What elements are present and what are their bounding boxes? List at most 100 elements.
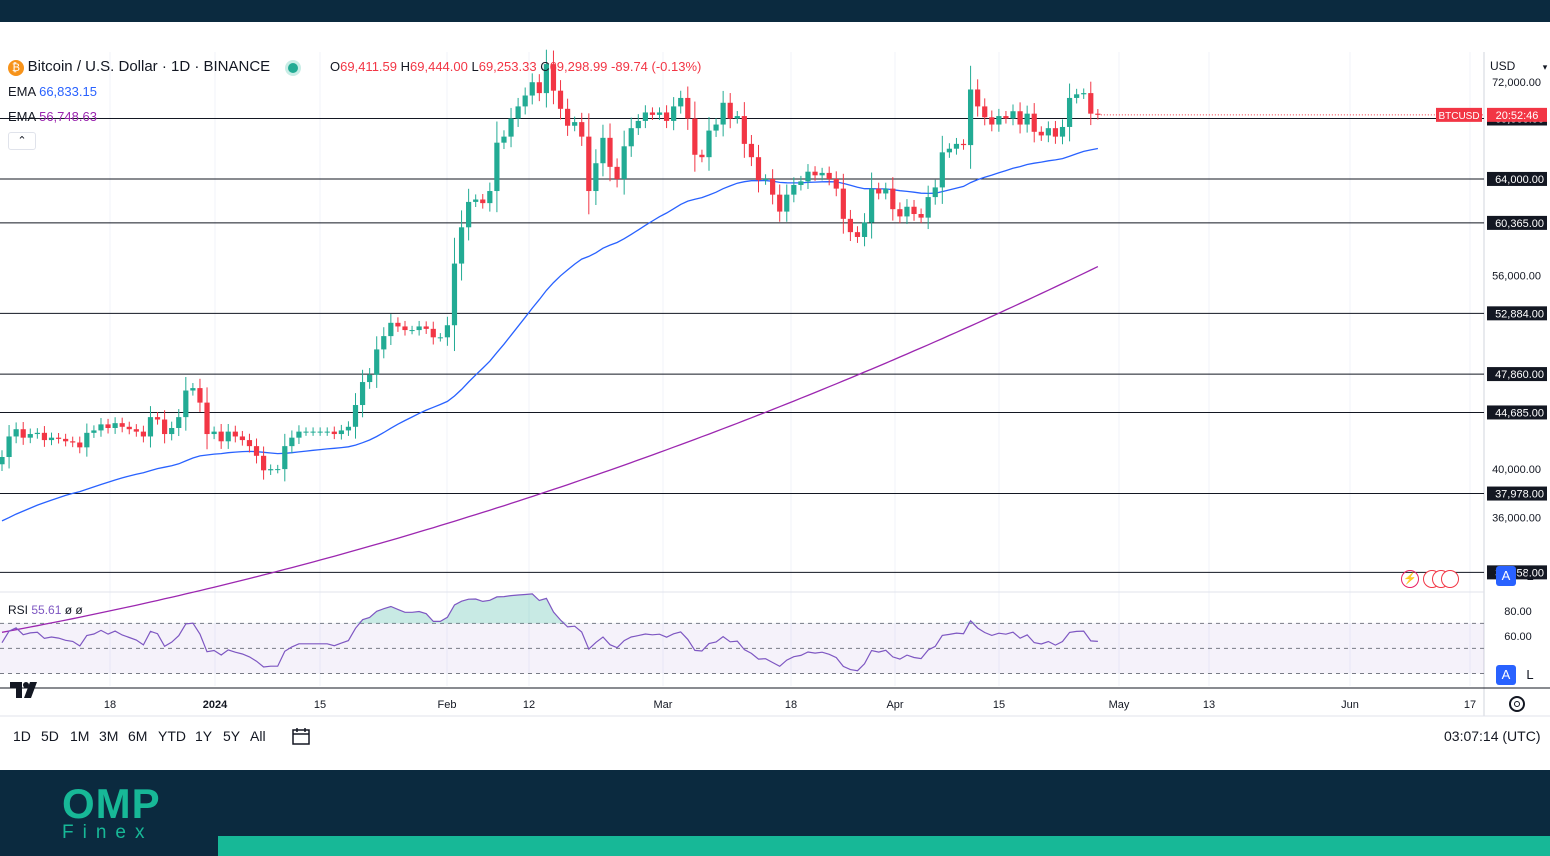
candle[interactable]	[890, 177, 896, 221]
candle[interactable]	[536, 74, 542, 102]
candle[interactable]	[628, 117, 634, 157]
candle[interactable]	[727, 93, 733, 129]
candle[interactable]	[515, 97, 521, 127]
candle[interactable]	[119, 417, 125, 433]
candle[interactable]	[289, 430, 295, 454]
candle[interactable]	[381, 327, 387, 359]
candle[interactable]	[557, 80, 564, 120]
candle[interactable]	[720, 90, 726, 137]
candle[interactable]	[395, 317, 401, 332]
candle[interactable]	[430, 321, 436, 345]
candle[interactable]	[1059, 119, 1066, 145]
candle[interactable]	[805, 164, 811, 189]
candle[interactable]	[713, 118, 719, 137]
candle[interactable]	[98, 418, 104, 437]
candle[interactable]	[939, 135, 945, 204]
candle[interactable]	[854, 226, 861, 243]
candle[interactable]	[374, 336, 380, 388]
candle[interactable]	[444, 316, 451, 346]
candle[interactable]	[423, 321, 429, 334]
candle[interactable]	[932, 179, 938, 205]
candle[interactable]	[706, 117, 712, 171]
candle[interactable]	[268, 464, 274, 475]
candle[interactable]	[1017, 102, 1023, 134]
candle[interactable]	[147, 406, 154, 448]
candle[interactable]	[883, 182, 889, 200]
candle[interactable]	[494, 121, 500, 213]
rsi-auto-scale-button[interactable]: A	[1496, 665, 1516, 685]
candle[interactable]	[876, 182, 882, 200]
range-button-6m[interactable]: 6M	[128, 728, 148, 744]
candle[interactable]	[416, 320, 422, 336]
chart-canvas[interactable]: 69,000.0064,000.0060,365.0052,884.0047,8…	[0, 22, 1550, 770]
candle[interactable]	[48, 432, 55, 446]
range-button-5d[interactable]: 5D	[41, 728, 59, 744]
candle[interactable]	[232, 425, 238, 443]
settings-gear-icon[interactable]	[1509, 696, 1525, 712]
candle[interactable]	[699, 149, 705, 163]
utc-clock[interactable]: 03:07:14 (UTC)	[1444, 728, 1541, 744]
candle[interactable]	[6, 425, 12, 469]
auto-scale-button[interactable]: A	[1496, 566, 1516, 586]
candle[interactable]	[1045, 121, 1051, 143]
candle[interactable]	[508, 107, 514, 148]
candle[interactable]	[473, 194, 479, 207]
candle[interactable]	[755, 144, 762, 193]
candle[interactable]	[466, 188, 472, 241]
candle[interactable]	[1095, 109, 1101, 120]
range-button-1m[interactable]: 1M	[70, 728, 90, 744]
candle[interactable]	[211, 426, 217, 440]
candle[interactable]	[685, 86, 691, 130]
candle[interactable]	[218, 424, 224, 449]
candle[interactable]	[904, 199, 910, 225]
candle[interactable]	[133, 424, 139, 437]
candle[interactable]	[572, 116, 578, 132]
date-range-icon[interactable]	[291, 727, 311, 745]
range-button-5y[interactable]: 5Y	[223, 728, 241, 744]
candle[interactable]	[918, 208, 924, 224]
candle[interactable]	[225, 424, 231, 449]
candle[interactable]	[112, 417, 118, 434]
ema-fast-legend[interactable]: EMA 66,833.15	[8, 84, 97, 99]
economic-events-icon[interactable]	[1423, 570, 1459, 588]
candle[interactable]	[239, 430, 245, 446]
candle[interactable]	[91, 425, 97, 438]
candle[interactable]	[1003, 110, 1009, 124]
candle[interactable]	[105, 418, 111, 434]
range-button-1y[interactable]: 1Y	[195, 728, 213, 744]
rsi-line[interactable]	[1, 593, 1098, 672]
candle[interactable]	[84, 423, 90, 457]
candle[interactable]	[458, 210, 465, 281]
candle[interactable]	[480, 193, 486, 209]
candle[interactable]	[770, 169, 776, 205]
candle[interactable]	[798, 175, 804, 191]
candle[interactable]	[529, 73, 535, 105]
log-scale-button[interactable]: L	[1526, 568, 1534, 583]
range-button-3m[interactable]: 3M	[99, 728, 119, 744]
candle[interactable]	[1024, 105, 1030, 133]
candle[interactable]	[162, 410, 168, 444]
candle[interactable]	[126, 421, 132, 435]
candle[interactable]	[451, 237, 458, 352]
range-button-ytd[interactable]: YTD	[158, 728, 186, 744]
candle[interactable]	[324, 427, 330, 436]
candle[interactable]	[20, 422, 26, 445]
candle[interactable]	[260, 446, 267, 480]
candle[interactable]	[1088, 81, 1094, 126]
candle[interactable]	[826, 166, 832, 186]
candle[interactable]	[635, 114, 641, 135]
candle[interactable]	[1081, 88, 1087, 99]
candle[interactable]	[586, 113, 592, 215]
candle[interactable]	[34, 428, 40, 439]
candle[interactable]	[692, 101, 698, 172]
candle[interactable]	[989, 110, 995, 132]
candle[interactable]	[925, 185, 931, 230]
candle[interactable]	[197, 378, 203, 412]
candle[interactable]	[565, 98, 571, 136]
ema-slow-line[interactable]	[1, 266, 1099, 633]
candle[interactable]	[204, 387, 210, 450]
candle[interactable]	[303, 427, 309, 436]
candle[interactable]	[345, 421, 352, 436]
chevron-up-icon[interactable]: ⌃	[8, 132, 36, 150]
candle[interactable]	[331, 426, 337, 440]
